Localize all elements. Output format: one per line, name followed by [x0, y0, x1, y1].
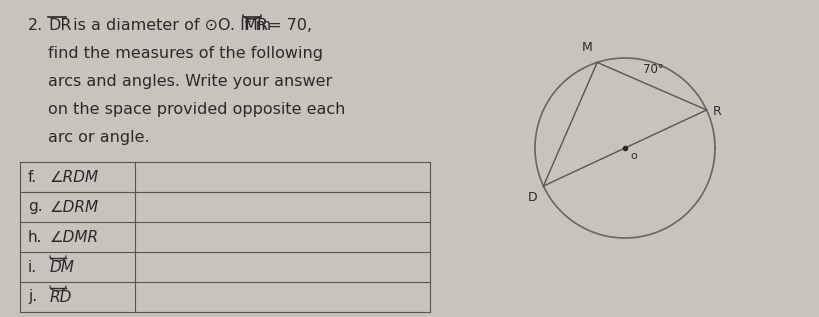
Text: on the space provided opposite each: on the space provided opposite each: [48, 102, 346, 117]
Text: ∠DMR: ∠DMR: [50, 230, 99, 244]
Text: D: D: [527, 191, 537, 204]
Text: DR: DR: [48, 18, 71, 33]
Text: is a diameter of ⊙O. If m: is a diameter of ⊙O. If m: [68, 18, 271, 33]
Text: RD: RD: [50, 289, 72, 305]
Text: 70°: 70°: [644, 63, 664, 76]
Text: DM: DM: [50, 260, 75, 275]
Text: i.: i.: [28, 260, 37, 275]
Text: ∠RDM: ∠RDM: [50, 170, 99, 184]
Text: 2.: 2.: [28, 18, 43, 33]
Text: h.: h.: [28, 230, 43, 244]
Text: f.: f.: [28, 170, 37, 184]
Text: find the measures of the following: find the measures of the following: [48, 46, 323, 61]
Text: R: R: [713, 105, 722, 118]
Text: j.: j.: [28, 289, 37, 305]
Text: arc or angle.: arc or angle.: [48, 130, 150, 145]
Text: ∠DRM: ∠DRM: [50, 199, 99, 215]
Text: M: M: [581, 42, 592, 55]
Text: arcs and angles. Write your answer: arcs and angles. Write your answer: [48, 74, 333, 89]
Text: g.: g.: [28, 199, 43, 215]
Text: MR: MR: [243, 18, 268, 33]
Text: o: o: [630, 151, 636, 161]
Text: = 70,: = 70,: [263, 18, 312, 33]
